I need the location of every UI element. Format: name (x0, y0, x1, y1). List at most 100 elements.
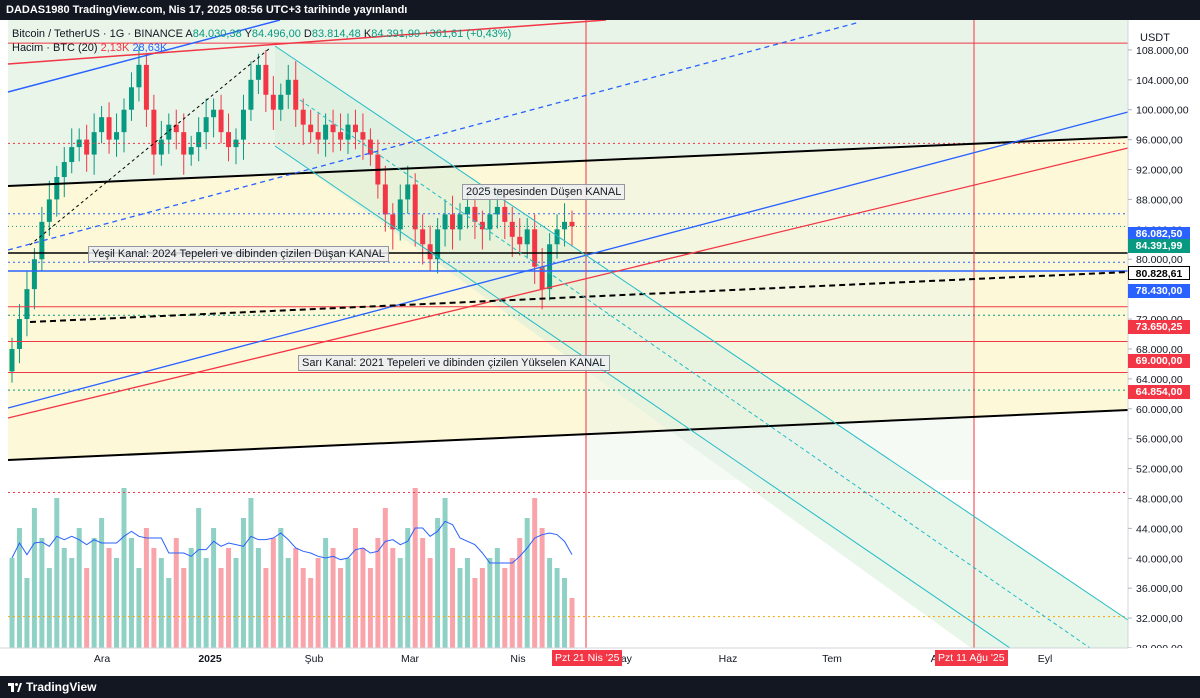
price-tick-label: 48.000,00 (1136, 493, 1183, 505)
volume-bar (285, 558, 291, 648)
candle-body (464, 206, 470, 215)
candle-body (532, 229, 538, 267)
volume-bar (442, 498, 448, 648)
volume-label[interactable]: Hacim · BTC (20) (12, 42, 98, 54)
trend-line (7, 136, 1129, 187)
candle-body (345, 124, 351, 140)
volume-bar (338, 568, 344, 648)
candle-body (270, 94, 276, 110)
candle-body (367, 139, 373, 155)
trend-line (29, 47, 271, 246)
candle-body (248, 79, 254, 110)
volume-bar (435, 518, 441, 648)
candle-body (188, 147, 194, 155)
volume-bar (196, 508, 202, 648)
candle-body (61, 162, 67, 177)
price-tick-label: 64.000,00 (1136, 374, 1183, 386)
candle-body (390, 214, 396, 230)
price-axis[interactable]: 108.000,00 104.000,00 100.000,00 96.000,00 9… (1127, 20, 1200, 655)
candle-body (9, 348, 15, 372)
candle-body (300, 109, 306, 125)
footer-brand[interactable]: TradingView (26, 680, 97, 694)
time-tick-label: Şub (305, 653, 324, 665)
volume-bar (554, 568, 560, 648)
annotation-falling-2025[interactable]: 2025 tepesinden Düşen KANAL (462, 184, 626, 200)
tradingview-logo-icon (8, 683, 22, 692)
volume-bar (352, 528, 358, 648)
trend-line (7, 20, 281, 93)
candle-body (442, 214, 448, 230)
legend-symbol[interactable]: Bitcoin / TetherUS · 1G · BINANCE (12, 28, 183, 40)
candle-body (166, 124, 172, 140)
candle-body (397, 199, 403, 230)
volume-bar (69, 558, 75, 648)
volume-bar (151, 548, 157, 648)
candle-body (330, 124, 336, 133)
change-value: +361,61 (+0,43%) (423, 28, 512, 40)
candle-body (405, 184, 411, 200)
volume-bar (270, 538, 276, 648)
trend-line (29, 271, 1129, 323)
legend-volume-row: Hacim · BTC (20) 2,13K 28,63K (12, 41, 511, 55)
price-tick-label: 44.000,00 (1136, 523, 1183, 535)
trend-line (7, 409, 1129, 461)
candle-body (285, 79, 291, 95)
annotation-yellow-channel[interactable]: Sarı Kanal: 2021 Tepeleri ve dibinden çi… (298, 355, 610, 371)
volume-bar (405, 528, 411, 648)
volume-bar (509, 558, 515, 648)
currency-label[interactable]: USDT (1140, 32, 1170, 44)
candle-body (196, 132, 202, 148)
volume-bar (226, 548, 232, 648)
candle-body (233, 139, 239, 148)
annotation-green-channel[interactable]: Yeşil Kanal: 2024 Tepeleri ve dibinden ç… (88, 246, 389, 262)
candle-body (218, 109, 224, 133)
trend-lines (7, 20, 1129, 649)
price-tick-label: 108.000,00 (1136, 45, 1189, 57)
candle-body (240, 109, 246, 140)
time-tick-label: Eyl (1038, 653, 1053, 665)
volume-bar (517, 538, 523, 648)
volume-bar (166, 578, 172, 648)
price-tick-label: 36.000,00 (1136, 583, 1183, 595)
candle-body (84, 139, 90, 155)
price-tick-label: 56.000,00 (1136, 434, 1183, 446)
volume-bar (278, 528, 284, 648)
candle-body (114, 132, 120, 140)
candle-body (226, 132, 232, 148)
volume-bar (181, 568, 187, 648)
legend-ohlc-row: Bitcoin / TetherUS · 1G · BINANCE A84.03… (12, 27, 511, 41)
candle-body (539, 266, 545, 290)
volume-bar (539, 528, 545, 648)
trend-line (7, 20, 607, 65)
candle-body (128, 87, 134, 110)
volume-bar (54, 498, 60, 648)
publish-title: DADAS1980 TradingView.com, Nis 17, 2025 … (6, 4, 408, 16)
candle-body (173, 124, 179, 133)
trend-line (299, 99, 1091, 649)
price-tick-label: 52.000,00 (1136, 464, 1183, 476)
volume-bar (218, 568, 224, 648)
open-value: 84.030,38 (192, 28, 242, 40)
price-tag: 69.000,00 (1128, 354, 1190, 369)
volume-bar (121, 488, 127, 648)
price-tag: 78.430,00 (1128, 283, 1190, 298)
price-tick-label: 104.000,00 (1136, 75, 1189, 87)
volume-bar (188, 548, 194, 648)
time-tick-label: Tem (822, 653, 842, 665)
time-tick-label: Haz (719, 653, 738, 665)
volume-bar (360, 548, 366, 648)
candle-body (54, 177, 60, 200)
volume-bar (9, 558, 15, 648)
price-tag: 64.854,00 (1128, 385, 1190, 400)
price-chart[interactable]: 108.000,00 104.000,00 100.000,00 96.000,00 9… (0, 20, 1200, 676)
trend-line (7, 21, 861, 251)
volume-bar (211, 528, 217, 648)
volume-bar (472, 578, 478, 648)
candle-body (158, 139, 164, 155)
volume-bar (158, 558, 164, 648)
volume-bar (382, 508, 388, 648)
volume-bar (427, 558, 433, 648)
close-value: 84.391,99 (371, 28, 421, 40)
price-tick-label: 96.000,00 (1136, 135, 1183, 147)
volume-bar (99, 518, 105, 648)
